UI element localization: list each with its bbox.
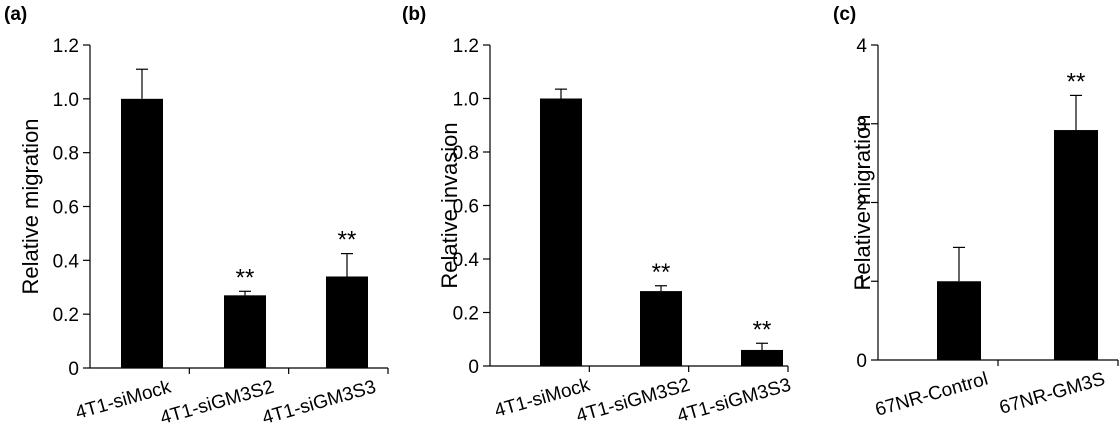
y-tick-label: 2 (856, 194, 867, 215)
significance-label: ** (1067, 68, 1086, 95)
x-category-label: 4T1-siGM3S2 (158, 377, 276, 429)
x-category-label: 67NR-Control (873, 369, 990, 421)
y-axis-label: Relative migration (18, 118, 43, 294)
y-tick-label: 1.2 (53, 36, 79, 57)
x-category-label: 4T1-siMock (73, 376, 174, 423)
bar (540, 98, 582, 366)
panel-label: (a) (4, 4, 27, 25)
bar (121, 98, 163, 368)
significance-label: ** (338, 227, 357, 254)
x-category-label: 4T1-siGM3S3 (675, 375, 793, 427)
bar (937, 281, 981, 360)
chart-panel-3: (c) 0 1 2 3 4 Relative migration 67NR-Control **… (833, 4, 1119, 421)
y-tick-label: 1.0 (453, 90, 479, 111)
y-tick-label: 3 (856, 115, 867, 136)
bar (224, 295, 266, 368)
y-tick-label: 1.0 (53, 90, 79, 111)
chart-panel-1: (a) 0 0.2 0.4 0.6 0.8 1.0 1.2 Relative migration… (4, 4, 389, 429)
y-tick-label: 0 (856, 351, 867, 372)
panel-label: (c) (833, 4, 856, 25)
y-tick-label: 1.2 (453, 36, 479, 57)
y-tick-label: 0 (68, 359, 79, 380)
x-category-label: 4T1-siGM3S2 (574, 375, 692, 427)
bar (1054, 130, 1098, 360)
y-tick-label: 0.6 (453, 197, 479, 218)
bar (741, 349, 783, 366)
y-tick-label: 1 (856, 272, 867, 293)
significance-label: ** (753, 316, 772, 343)
bar (640, 291, 682, 366)
y-tick-label: 0.6 (53, 198, 79, 219)
y-tick-label: 0.4 (453, 250, 480, 271)
significance-label: ** (236, 264, 255, 291)
y-tick-label: 0.8 (53, 144, 79, 165)
x-category-label: 67NR-GM3S (997, 369, 1107, 419)
x-category-label: 4T1-siGM3S3 (260, 377, 378, 429)
y-tick-label: 0.2 (453, 304, 479, 325)
panel-label: (b) (402, 4, 426, 25)
y-tick-label: 0.4 (53, 251, 80, 272)
y-tick-label: 0.8 (453, 143, 479, 164)
significance-label: ** (652, 259, 671, 286)
y-axis-label: Relative migration (850, 114, 875, 290)
y-axis-label: Relative invasion (437, 122, 462, 288)
bar (326, 276, 368, 368)
y-tick-label: 0 (468, 357, 479, 378)
chart-panel-2: (b) 0 0.2 0.4 0.6 0.8 1.0 1.2 Relative invasion 4… (402, 4, 793, 427)
y-tick-label: 0.2 (53, 305, 79, 326)
y-tick-label: 4 (856, 36, 867, 57)
